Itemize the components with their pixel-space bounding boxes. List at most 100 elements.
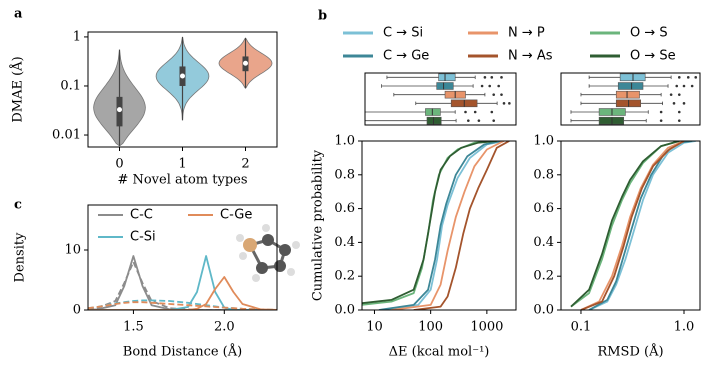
plot-area	[570, 141, 696, 310]
outlier	[497, 84, 500, 88]
plot-frame	[364, 72, 517, 126]
violin-median	[117, 107, 122, 113]
plot-area	[88, 255, 277, 310]
x-tick-label: 100	[418, 320, 443, 335]
y-tick-label: 1	[73, 29, 81, 44]
x-axis-label: RMSD (Å)	[597, 344, 663, 360]
series-line	[362, 141, 497, 305]
outlier	[677, 110, 681, 114]
outlier	[490, 110, 494, 114]
series-line	[413, 141, 510, 310]
y-tick-label: 1.0	[533, 134, 554, 149]
series-line	[588, 141, 696, 310]
box	[438, 73, 456, 82]
series-line	[570, 141, 680, 308]
legend-label: C-Ge	[220, 208, 252, 223]
series-line	[580, 141, 685, 310]
y-tick-label: 0.4	[533, 235, 554, 250]
molecule-icon	[236, 224, 300, 282]
x-tick-label: 2.0	[214, 320, 235, 335]
outlier	[464, 110, 467, 114]
series-line	[88, 276, 277, 310]
outlier	[659, 119, 663, 122]
x-tick-label: 0	[115, 157, 123, 172]
plot-area	[362, 141, 510, 310]
plot-area	[93, 36, 273, 147]
y-tick-label: 0.4	[334, 235, 355, 250]
box	[598, 116, 625, 125]
outlier	[690, 84, 694, 88]
box	[425, 108, 441, 116]
y-tick-label: 0.8	[334, 167, 355, 182]
x-tick-label: 2	[241, 157, 249, 172]
plot-frame	[361, 140, 517, 311]
outlier	[677, 76, 681, 79]
outlier	[490, 76, 494, 79]
y-tick-label: 0.0	[533, 303, 554, 318]
outlier	[483, 76, 487, 79]
outlier	[492, 119, 496, 122]
y-axis-label: Density	[13, 232, 28, 283]
box	[615, 90, 640, 99]
series-line	[88, 301, 277, 310]
x-tick-label: 1.5	[123, 320, 144, 335]
x-tick-label: 0.1	[571, 320, 592, 335]
outlier	[682, 102, 686, 105]
box	[436, 82, 454, 90]
outlier	[694, 76, 698, 79]
outlier	[473, 110, 477, 114]
legend-label: N → As	[508, 49, 553, 64]
legend-label: O → S	[630, 26, 668, 41]
box	[426, 116, 442, 125]
x-axis-label: # Novel atom types	[117, 173, 247, 188]
series-line	[570, 141, 680, 308]
violin-median	[180, 73, 185, 79]
outlier	[488, 84, 492, 88]
plot-frame	[87, 204, 278, 311]
series-line	[88, 261, 277, 310]
plot-frame	[87, 31, 278, 148]
legend-label: C-C	[130, 208, 153, 223]
outlier	[675, 84, 679, 88]
series-line	[88, 255, 277, 310]
y-tick-label: 10	[64, 243, 81, 258]
plot-area	[365, 73, 511, 125]
x-tick-label: 1	[178, 157, 186, 172]
outlier	[500, 76, 503, 79]
x-axis-label: ΔE (kcal mol⁻¹)	[389, 345, 490, 360]
y-axis-label: Cumulative probability	[311, 149, 326, 301]
outlier	[467, 119, 470, 122]
panel-label: a	[14, 7, 23, 22]
panel-label: b	[318, 9, 327, 24]
legend-label: C → Ge	[383, 49, 429, 64]
outlier	[677, 93, 681, 96]
series-line	[88, 255, 277, 310]
outlier	[492, 93, 496, 96]
plot-area	[570, 73, 698, 125]
series-line	[391, 141, 505, 310]
violin-median	[243, 60, 248, 66]
y-tick-label: 0.1	[60, 78, 81, 93]
y-tick-label: 0.8	[533, 167, 554, 182]
series-line	[384, 141, 504, 310]
y-tick-label: 0.6	[334, 201, 355, 216]
outlier	[508, 102, 511, 105]
outlier	[477, 119, 481, 122]
y-tick-label: 0.2	[334, 269, 355, 284]
y-axis-label: DMAE (Å)	[10, 56, 26, 122]
x-tick-label: 1.0	[674, 320, 695, 335]
legend-label: C-Si	[130, 230, 156, 245]
x-axis-label: Bond Distance (Å)	[123, 344, 242, 360]
outlier	[672, 102, 676, 105]
y-tick-label: 0.0	[334, 303, 355, 318]
legend-label: C → Si	[383, 26, 423, 41]
x-tick-label: 1000	[470, 320, 503, 335]
box	[617, 82, 644, 90]
series-line	[378, 141, 502, 310]
panel-label: c	[14, 198, 22, 213]
y-tick-label: 0.2	[533, 269, 554, 284]
outlier	[669, 93, 673, 96]
outlier	[659, 110, 663, 114]
x-tick-label: 10	[366, 320, 383, 335]
